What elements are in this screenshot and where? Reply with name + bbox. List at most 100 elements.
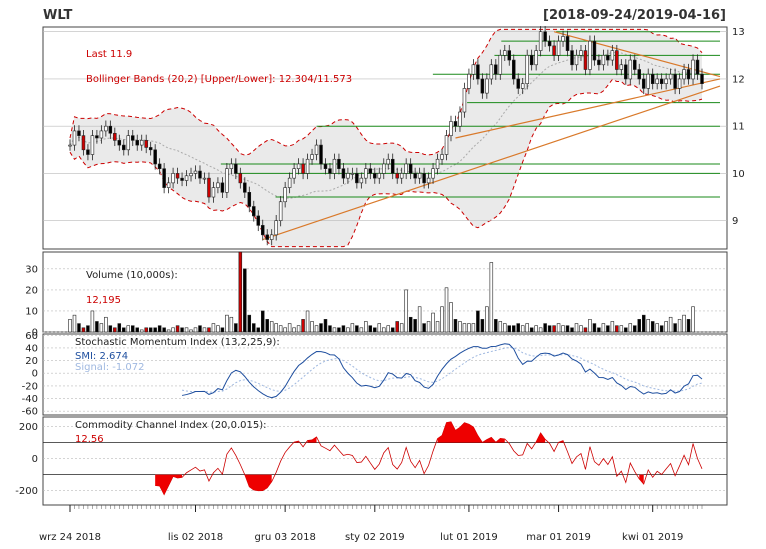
candle-body (606, 55, 610, 61)
volume-bar (323, 319, 328, 333)
candle-body (252, 206, 256, 217)
volume-bar (628, 323, 633, 333)
candle-body (453, 121, 458, 127)
candle-body (619, 64, 624, 70)
volume-bar (350, 323, 355, 333)
candle-body (314, 144, 319, 155)
candle-body (659, 78, 664, 84)
candle-body (673, 73, 677, 89)
candle-body (68, 144, 72, 147)
candle-body (162, 168, 166, 188)
candle-body (449, 121, 453, 136)
volume-bar (287, 323, 292, 333)
candle-body (189, 173, 193, 177)
volume-bar (547, 325, 552, 333)
volume-bar (243, 268, 247, 333)
volume-bar (220, 327, 225, 333)
candle-body (440, 154, 444, 160)
candle-body (646, 73, 650, 89)
y-tick-label: 0 (32, 328, 38, 339)
volume-title: Volume (10,000s): (86, 270, 178, 281)
candle-body (498, 55, 503, 75)
y-tick-label: 9 (732, 216, 738, 227)
volume-bar (413, 319, 417, 333)
candle-body (377, 173, 382, 179)
candle-body (668, 73, 673, 80)
candle-body (700, 73, 704, 84)
candle-body (171, 173, 175, 184)
volume-bar (260, 310, 265, 333)
candle-body (104, 125, 108, 132)
candle-body (144, 140, 148, 148)
volume-bar (503, 323, 507, 333)
volume-bar (283, 327, 287, 333)
volume-bar (113, 327, 117, 333)
candle-body (511, 59, 516, 80)
signal-value: Signal: -1.072 (75, 362, 145, 373)
candle-body (265, 234, 269, 240)
candle-body (296, 163, 301, 170)
volume-bar (682, 314, 686, 333)
x-tick-label: gru 03 2018 (254, 532, 315, 543)
candle-body (337, 158, 341, 170)
volume-panel (42, 251, 728, 333)
cci-extreme-fill (558, 440, 564, 443)
candle-body (610, 50, 615, 61)
volume-bar (507, 325, 512, 333)
volume-bar (467, 323, 471, 333)
volume-bar (588, 319, 592, 333)
candle-body (211, 187, 216, 198)
volume-bar (691, 306, 695, 333)
candle-body (153, 149, 157, 165)
cci-extreme-fill (155, 474, 183, 495)
volume-bar (95, 321, 99, 333)
candle-body (686, 69, 691, 80)
volume-bar (81, 327, 86, 333)
y-tick-label: 60 (25, 331, 38, 342)
volume-bar (292, 327, 296, 333)
candle-body (682, 69, 686, 80)
volume-bar (104, 316, 108, 333)
volume-bar (207, 327, 211, 333)
volume-bar (516, 323, 520, 333)
candle-body (570, 50, 574, 66)
volume-bar (180, 327, 184, 333)
cci-extreme-fill (639, 474, 644, 485)
candle-body (624, 64, 628, 80)
y-tick-label: 30 (25, 264, 38, 275)
volume-bar (453, 319, 458, 333)
volume-bar (216, 325, 220, 333)
y-tick-label: 200 (19, 422, 38, 433)
volume-bar (122, 327, 126, 333)
volume-bar (538, 327, 543, 333)
candle-body (503, 50, 507, 56)
volume-bar (610, 321, 615, 333)
candle-body (364, 168, 368, 179)
candle-body (81, 135, 86, 151)
candle-body (220, 182, 225, 193)
candle-body (305, 158, 310, 174)
volume-bar (68, 319, 72, 333)
candle-body (637, 69, 641, 80)
y-tick-label: 20 (25, 356, 38, 367)
volume-bar (126, 325, 131, 333)
candle-body (422, 173, 426, 184)
volume-bar (476, 310, 480, 333)
candle-body (655, 78, 659, 84)
candle-body (229, 163, 234, 170)
candle-body (328, 168, 332, 174)
candle-body (256, 215, 261, 226)
volume-bar (77, 323, 81, 333)
candle-body (323, 163, 328, 170)
volume-bar (399, 323, 404, 333)
volume-bar (417, 306, 422, 333)
y-tick-label: 40 (25, 343, 38, 354)
volume-bar (274, 323, 278, 333)
volume-bar (144, 327, 148, 333)
volume-bar (386, 325, 390, 333)
volume-bar (377, 323, 382, 333)
candle-body (180, 177, 184, 181)
candle-body (588, 40, 592, 70)
volume-value: 12,195 (86, 295, 121, 306)
candle-body (413, 173, 417, 179)
